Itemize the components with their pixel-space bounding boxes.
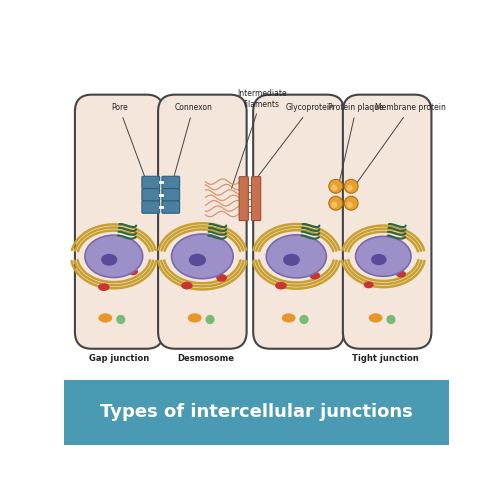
Ellipse shape (189, 254, 206, 266)
Circle shape (329, 196, 342, 210)
Circle shape (329, 180, 342, 193)
Ellipse shape (172, 234, 233, 278)
Circle shape (346, 184, 352, 191)
Ellipse shape (282, 314, 296, 322)
Ellipse shape (181, 282, 192, 290)
Circle shape (116, 315, 126, 324)
Text: Connexon: Connexon (171, 104, 212, 188)
Text: Protein plaque: Protein plaque (328, 104, 384, 188)
FancyBboxPatch shape (252, 176, 260, 220)
Text: Pore: Pore (111, 104, 149, 188)
Ellipse shape (266, 235, 326, 278)
Circle shape (344, 196, 358, 210)
Ellipse shape (356, 236, 411, 277)
Text: Glycoprotein: Glycoprotein (252, 104, 334, 185)
Circle shape (331, 184, 338, 191)
Ellipse shape (364, 282, 374, 288)
Ellipse shape (85, 235, 142, 278)
FancyBboxPatch shape (239, 176, 248, 220)
Text: Membrane protein: Membrane protein (353, 104, 446, 188)
Ellipse shape (310, 272, 320, 280)
Ellipse shape (101, 254, 117, 266)
Ellipse shape (275, 282, 286, 290)
Ellipse shape (188, 314, 202, 322)
FancyBboxPatch shape (162, 201, 180, 213)
FancyBboxPatch shape (142, 176, 160, 188)
Circle shape (331, 202, 338, 208)
FancyBboxPatch shape (253, 94, 344, 349)
Ellipse shape (361, 250, 372, 258)
Ellipse shape (396, 270, 406, 278)
Ellipse shape (92, 248, 104, 256)
Bar (64, 380, 449, 445)
Ellipse shape (128, 268, 138, 275)
Text: Gap junction: Gap junction (89, 354, 150, 363)
Ellipse shape (98, 284, 110, 291)
Text: Desmosome: Desmosome (178, 354, 234, 363)
FancyBboxPatch shape (162, 188, 180, 201)
Ellipse shape (272, 250, 283, 258)
Ellipse shape (216, 274, 227, 282)
FancyBboxPatch shape (162, 176, 180, 188)
Circle shape (344, 180, 358, 193)
Ellipse shape (368, 314, 382, 322)
Circle shape (346, 202, 352, 208)
Ellipse shape (283, 254, 300, 266)
FancyBboxPatch shape (75, 94, 164, 349)
Text: Intermediate
filaments: Intermediate filaments (232, 89, 286, 188)
Text: Tight junction: Tight junction (352, 354, 419, 363)
Ellipse shape (371, 254, 386, 265)
Ellipse shape (177, 252, 190, 260)
Text: Types of intercellular junctions: Types of intercellular junctions (100, 403, 412, 421)
Ellipse shape (98, 314, 112, 322)
FancyBboxPatch shape (158, 94, 246, 349)
FancyBboxPatch shape (142, 201, 160, 213)
FancyBboxPatch shape (343, 94, 432, 349)
FancyBboxPatch shape (142, 188, 160, 201)
Circle shape (300, 315, 308, 324)
Circle shape (386, 315, 396, 324)
Circle shape (206, 315, 214, 324)
